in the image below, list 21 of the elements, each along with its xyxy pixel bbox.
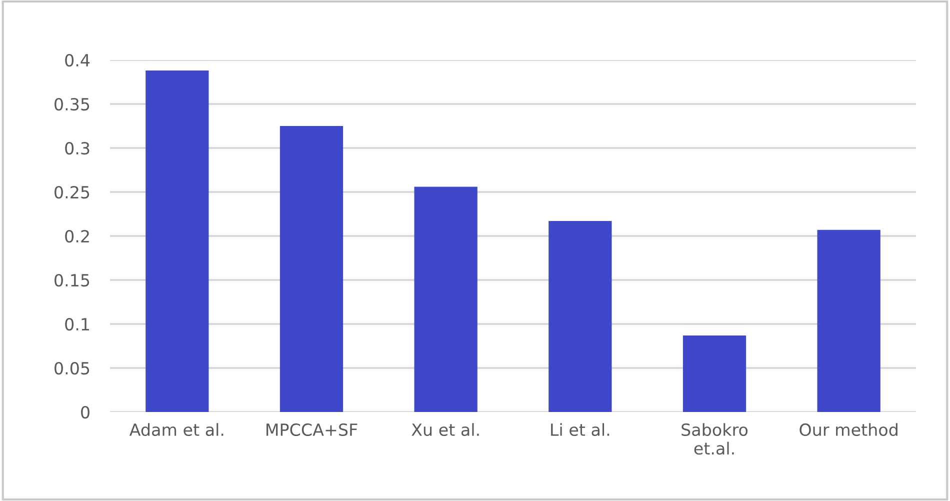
x-tick-label: Our method [800,423,898,436]
y-tick-label: 0 [81,406,90,419]
x-tick-label: Li et al. [551,423,610,436]
bar [817,230,880,412]
x-tick-label: MPCCA+SF [266,423,358,436]
y-tick-label: 0.25 [54,186,90,199]
bar [414,186,478,412]
y-tick-label: 0.1 [65,318,90,331]
x-tick-label: Adam et al. [129,423,224,436]
y-tick-label: 0.4 [65,54,90,67]
y-tick-label: 0.15 [54,274,90,287]
x-tick-label: Sabokro et.al. [682,423,748,455]
y-tick-label: 0.2 [65,230,89,243]
bar [682,335,746,412]
y-tick-label: 0.3 [65,142,90,155]
bar [146,70,209,412]
bar [548,221,612,412]
bar [280,126,344,412]
y-tick-label: 0.05 [54,362,90,375]
x-tick-label: Xu et al. [412,423,479,436]
y-tick-label: 0.35 [54,98,90,111]
